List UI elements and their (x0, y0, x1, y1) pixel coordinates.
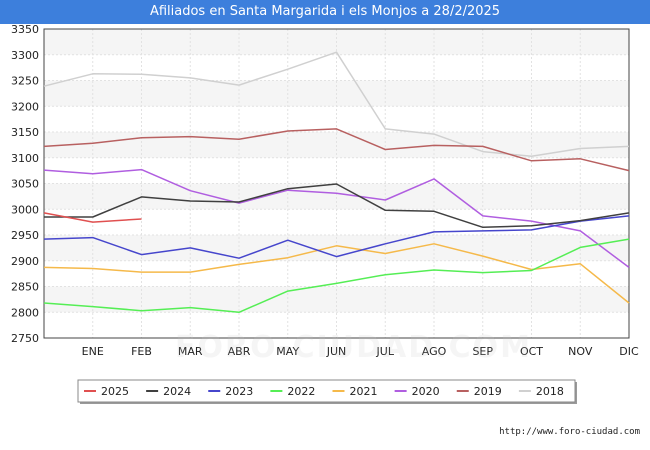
x-tick-label: ABR (228, 345, 251, 358)
legend-label-2019: 2019 (474, 385, 502, 398)
series-line-2024 (44, 183, 630, 229)
x-tick-label: AGO (422, 345, 447, 358)
x-tick-label: MAR (178, 345, 203, 358)
y-tick-label: 2750 (11, 332, 39, 345)
x-tick-label: SEP (472, 345, 493, 358)
y-tick-label: 3250 (11, 75, 39, 88)
y-tick-label: 2800 (11, 306, 39, 319)
y-tick-label: 3100 (11, 152, 39, 165)
series-line-2020 (43, 168, 630, 269)
x-tick-label: FEB (131, 345, 152, 358)
legend-label-2025: 2025 (101, 385, 129, 398)
series-line-2022 (43, 238, 630, 314)
y-tick-label: 3300 (11, 49, 39, 62)
legend-label-2022: 2022 (287, 385, 315, 398)
x-tick-label: DIC (619, 345, 639, 358)
plot-frame (43, 28, 630, 339)
chart-title: Afiliados en Santa Margarida i els Monjo… (0, 0, 650, 24)
y-tick-label: 3000 (11, 203, 39, 216)
series-line-2018 (43, 51, 630, 157)
x-tick-label: MAY (276, 345, 299, 358)
x-tick-label: NOV (568, 345, 593, 358)
x-tick-label: JUL (376, 345, 395, 358)
y-tick-label: 2900 (11, 255, 39, 268)
x-tick-label: JUN (326, 345, 347, 358)
legend-label-2021: 2021 (350, 385, 378, 398)
series-line-2021 (43, 243, 630, 304)
y-tick-label: 3050 (11, 178, 39, 191)
x-tick-label: OCT (520, 345, 543, 358)
series-line-2023 (43, 215, 630, 259)
line-chart: 2750 2800 2850 2900 2950 3000 3050 3100 3150 3200… (11, 24, 639, 404)
watermark: FORO-CIUDAD.COM (175, 330, 532, 365)
legend-box (77, 379, 576, 403)
y-tick-label: 3150 (11, 126, 39, 139)
source-url: http://www.foro-ciudad.com (499, 427, 640, 437)
legend-label-2020: 2020 (412, 385, 440, 398)
series-line-2025 (43, 212, 142, 223)
legend-label-2018: 2018 (536, 385, 564, 398)
y-tick-label: 2850 (11, 281, 39, 294)
y-tick-label: 3350 (11, 24, 39, 36)
legend-label-2023: 2023 (225, 385, 253, 398)
x-tick-label: ENE (82, 345, 104, 358)
legend-label-2024: 2024 (163, 385, 191, 398)
series-line-2019 (43, 128, 630, 172)
y-tick-label: 3200 (11, 100, 39, 113)
y-tick-label: 2950 (11, 229, 39, 242)
